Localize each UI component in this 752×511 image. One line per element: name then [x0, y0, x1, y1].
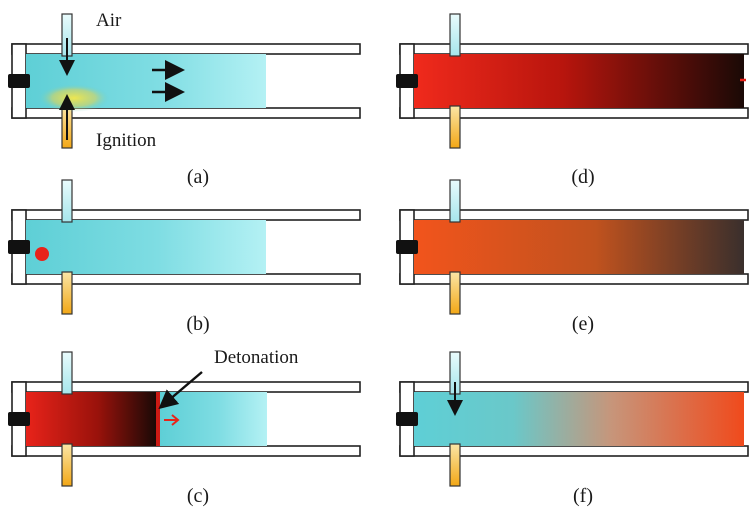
- detonation-front: [156, 392, 160, 446]
- panel-b-annotations: [35, 247, 49, 261]
- fuel-valve-icon: [61, 443, 73, 487]
- wave-direction-arrow: [164, 414, 180, 426]
- fuel-valve-icon: [449, 443, 461, 487]
- chamber-gas: [414, 392, 744, 446]
- caption-e: (e): [572, 313, 594, 335]
- detonation-pointer-arrow: [158, 371, 203, 410]
- igniter-icon: [8, 412, 30, 426]
- igniter-icon: [396, 74, 418, 88]
- detonation-label: Detonation: [214, 347, 299, 368]
- igniter-icon: [396, 240, 418, 254]
- igniter-icon: [8, 74, 30, 88]
- ignition-label: Ignition: [96, 130, 157, 151]
- fuel-air-mixture: [26, 220, 266, 274]
- air-valve-icon: [449, 179, 461, 223]
- chamber-gas: [414, 54, 744, 108]
- air-label: Air: [96, 10, 122, 31]
- spark-icon: [38, 84, 110, 112]
- caption-d: (d): [571, 166, 594, 188]
- panel-d: [396, 13, 749, 149]
- panel-e: [396, 179, 749, 315]
- panel-a: [8, 13, 361, 149]
- panel-a-annotations: [38, 38, 185, 140]
- panel-c: [8, 351, 361, 487]
- panel-b: [8, 179, 361, 315]
- igniter-icon: [396, 412, 418, 426]
- caption-c: (c): [187, 485, 209, 507]
- caption-a: (a): [187, 166, 209, 188]
- caption-f: (f): [573, 485, 593, 507]
- fuel-valve-icon: [61, 271, 73, 315]
- burnt-gas-region: [26, 392, 156, 446]
- caption-b: (b): [186, 313, 209, 335]
- igniter-icon: [8, 240, 30, 254]
- chamber-gas: [414, 220, 744, 274]
- air-valve-icon: [61, 179, 73, 223]
- ignition-kernel: [35, 247, 49, 261]
- panels-layer: [8, 13, 749, 487]
- air-valve-icon: [449, 13, 461, 57]
- panel-c-annotations: [158, 371, 203, 426]
- fuel-valve-icon: [449, 105, 461, 149]
- fuel-valve-icon: [449, 271, 461, 315]
- panel-f: [396, 351, 749, 487]
- air-valve-icon: [61, 351, 73, 395]
